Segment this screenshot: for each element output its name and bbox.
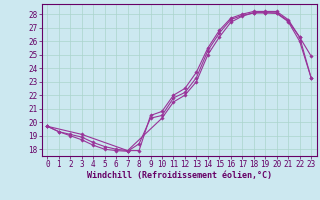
X-axis label: Windchill (Refroidissement éolien,°C): Windchill (Refroidissement éolien,°C) bbox=[87, 171, 272, 180]
